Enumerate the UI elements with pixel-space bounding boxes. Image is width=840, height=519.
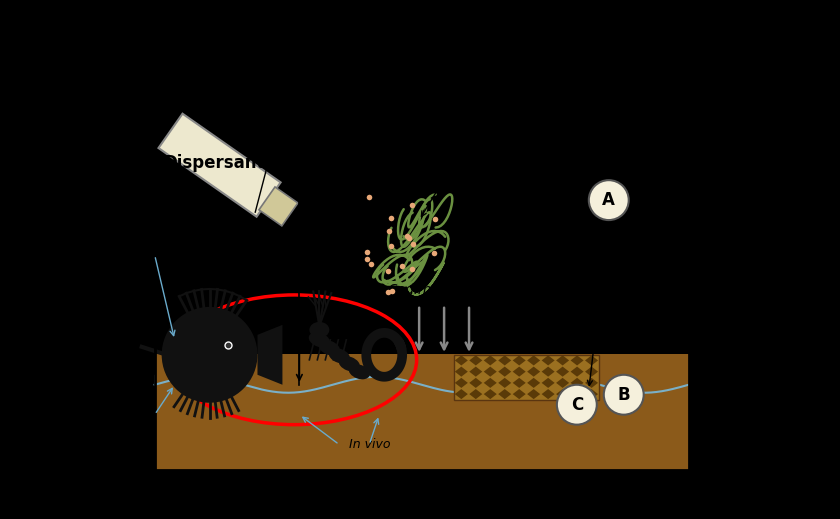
Polygon shape bbox=[528, 356, 540, 365]
Text: Dispersant: Dispersant bbox=[164, 154, 265, 172]
Polygon shape bbox=[259, 187, 298, 226]
Polygon shape bbox=[258, 325, 282, 385]
Text: in situ: in situ bbox=[704, 253, 742, 266]
Circle shape bbox=[557, 385, 596, 425]
Bar bbox=[155, 56, 689, 470]
Polygon shape bbox=[454, 378, 468, 388]
Polygon shape bbox=[498, 389, 512, 399]
Text: B: B bbox=[617, 386, 630, 404]
Polygon shape bbox=[512, 356, 526, 365]
Text: In vivo: In vivo bbox=[349, 438, 390, 451]
Polygon shape bbox=[512, 378, 526, 388]
Text: Passive samplers: Passive samplers bbox=[704, 234, 811, 247]
Text: Sedimentation: Sedimentation bbox=[388, 283, 490, 297]
Polygon shape bbox=[570, 366, 584, 377]
Polygon shape bbox=[454, 389, 468, 399]
Text: Repopulation: Repopulation bbox=[20, 428, 102, 441]
Polygon shape bbox=[542, 366, 554, 377]
Polygon shape bbox=[454, 366, 468, 377]
Polygon shape bbox=[484, 356, 496, 365]
Polygon shape bbox=[570, 356, 584, 365]
Circle shape bbox=[604, 375, 643, 415]
Polygon shape bbox=[528, 389, 540, 399]
Polygon shape bbox=[470, 366, 482, 377]
Circle shape bbox=[161, 307, 258, 403]
Ellipse shape bbox=[328, 348, 350, 363]
Text: Oil: Oil bbox=[328, 166, 351, 184]
Polygon shape bbox=[470, 389, 482, 399]
Polygon shape bbox=[484, 389, 496, 399]
Text: In vivo: In vivo bbox=[12, 239, 54, 252]
Polygon shape bbox=[512, 389, 526, 399]
Polygon shape bbox=[512, 366, 526, 377]
Ellipse shape bbox=[309, 332, 330, 347]
Polygon shape bbox=[498, 366, 512, 377]
Polygon shape bbox=[454, 356, 468, 365]
Polygon shape bbox=[556, 389, 570, 399]
Bar bbox=[155, 385, 689, 470]
Polygon shape bbox=[570, 378, 584, 388]
Polygon shape bbox=[528, 366, 540, 377]
Text: C: C bbox=[570, 395, 583, 414]
Polygon shape bbox=[585, 366, 598, 377]
Polygon shape bbox=[556, 356, 570, 365]
Polygon shape bbox=[542, 389, 554, 399]
Ellipse shape bbox=[339, 356, 360, 372]
Text: In vivo: In vivo bbox=[279, 12, 320, 25]
Polygon shape bbox=[542, 356, 554, 365]
Text: marine snow formation: marine snow formation bbox=[459, 89, 604, 102]
Polygon shape bbox=[498, 378, 512, 388]
Circle shape bbox=[589, 180, 628, 220]
Polygon shape bbox=[470, 356, 482, 365]
Ellipse shape bbox=[349, 364, 370, 379]
Polygon shape bbox=[528, 378, 540, 388]
Text: Algal stress responses /: Algal stress responses / bbox=[459, 69, 607, 82]
Bar bbox=[454, 355, 599, 400]
Bar bbox=[155, 354, 689, 470]
Polygon shape bbox=[498, 356, 512, 365]
Polygon shape bbox=[484, 378, 496, 388]
Polygon shape bbox=[470, 378, 482, 388]
Polygon shape bbox=[484, 366, 496, 377]
Text: Biomarkers: Biomarkers bbox=[12, 258, 83, 271]
Polygon shape bbox=[570, 389, 584, 399]
Polygon shape bbox=[585, 356, 598, 365]
Polygon shape bbox=[556, 378, 570, 388]
Polygon shape bbox=[585, 389, 598, 399]
Polygon shape bbox=[585, 378, 598, 388]
Polygon shape bbox=[542, 378, 554, 388]
Text: Recovery: Recovery bbox=[20, 408, 78, 421]
Polygon shape bbox=[159, 114, 281, 217]
Text: A: A bbox=[602, 191, 615, 209]
Polygon shape bbox=[556, 366, 570, 377]
Ellipse shape bbox=[318, 340, 340, 356]
Ellipse shape bbox=[309, 322, 329, 338]
